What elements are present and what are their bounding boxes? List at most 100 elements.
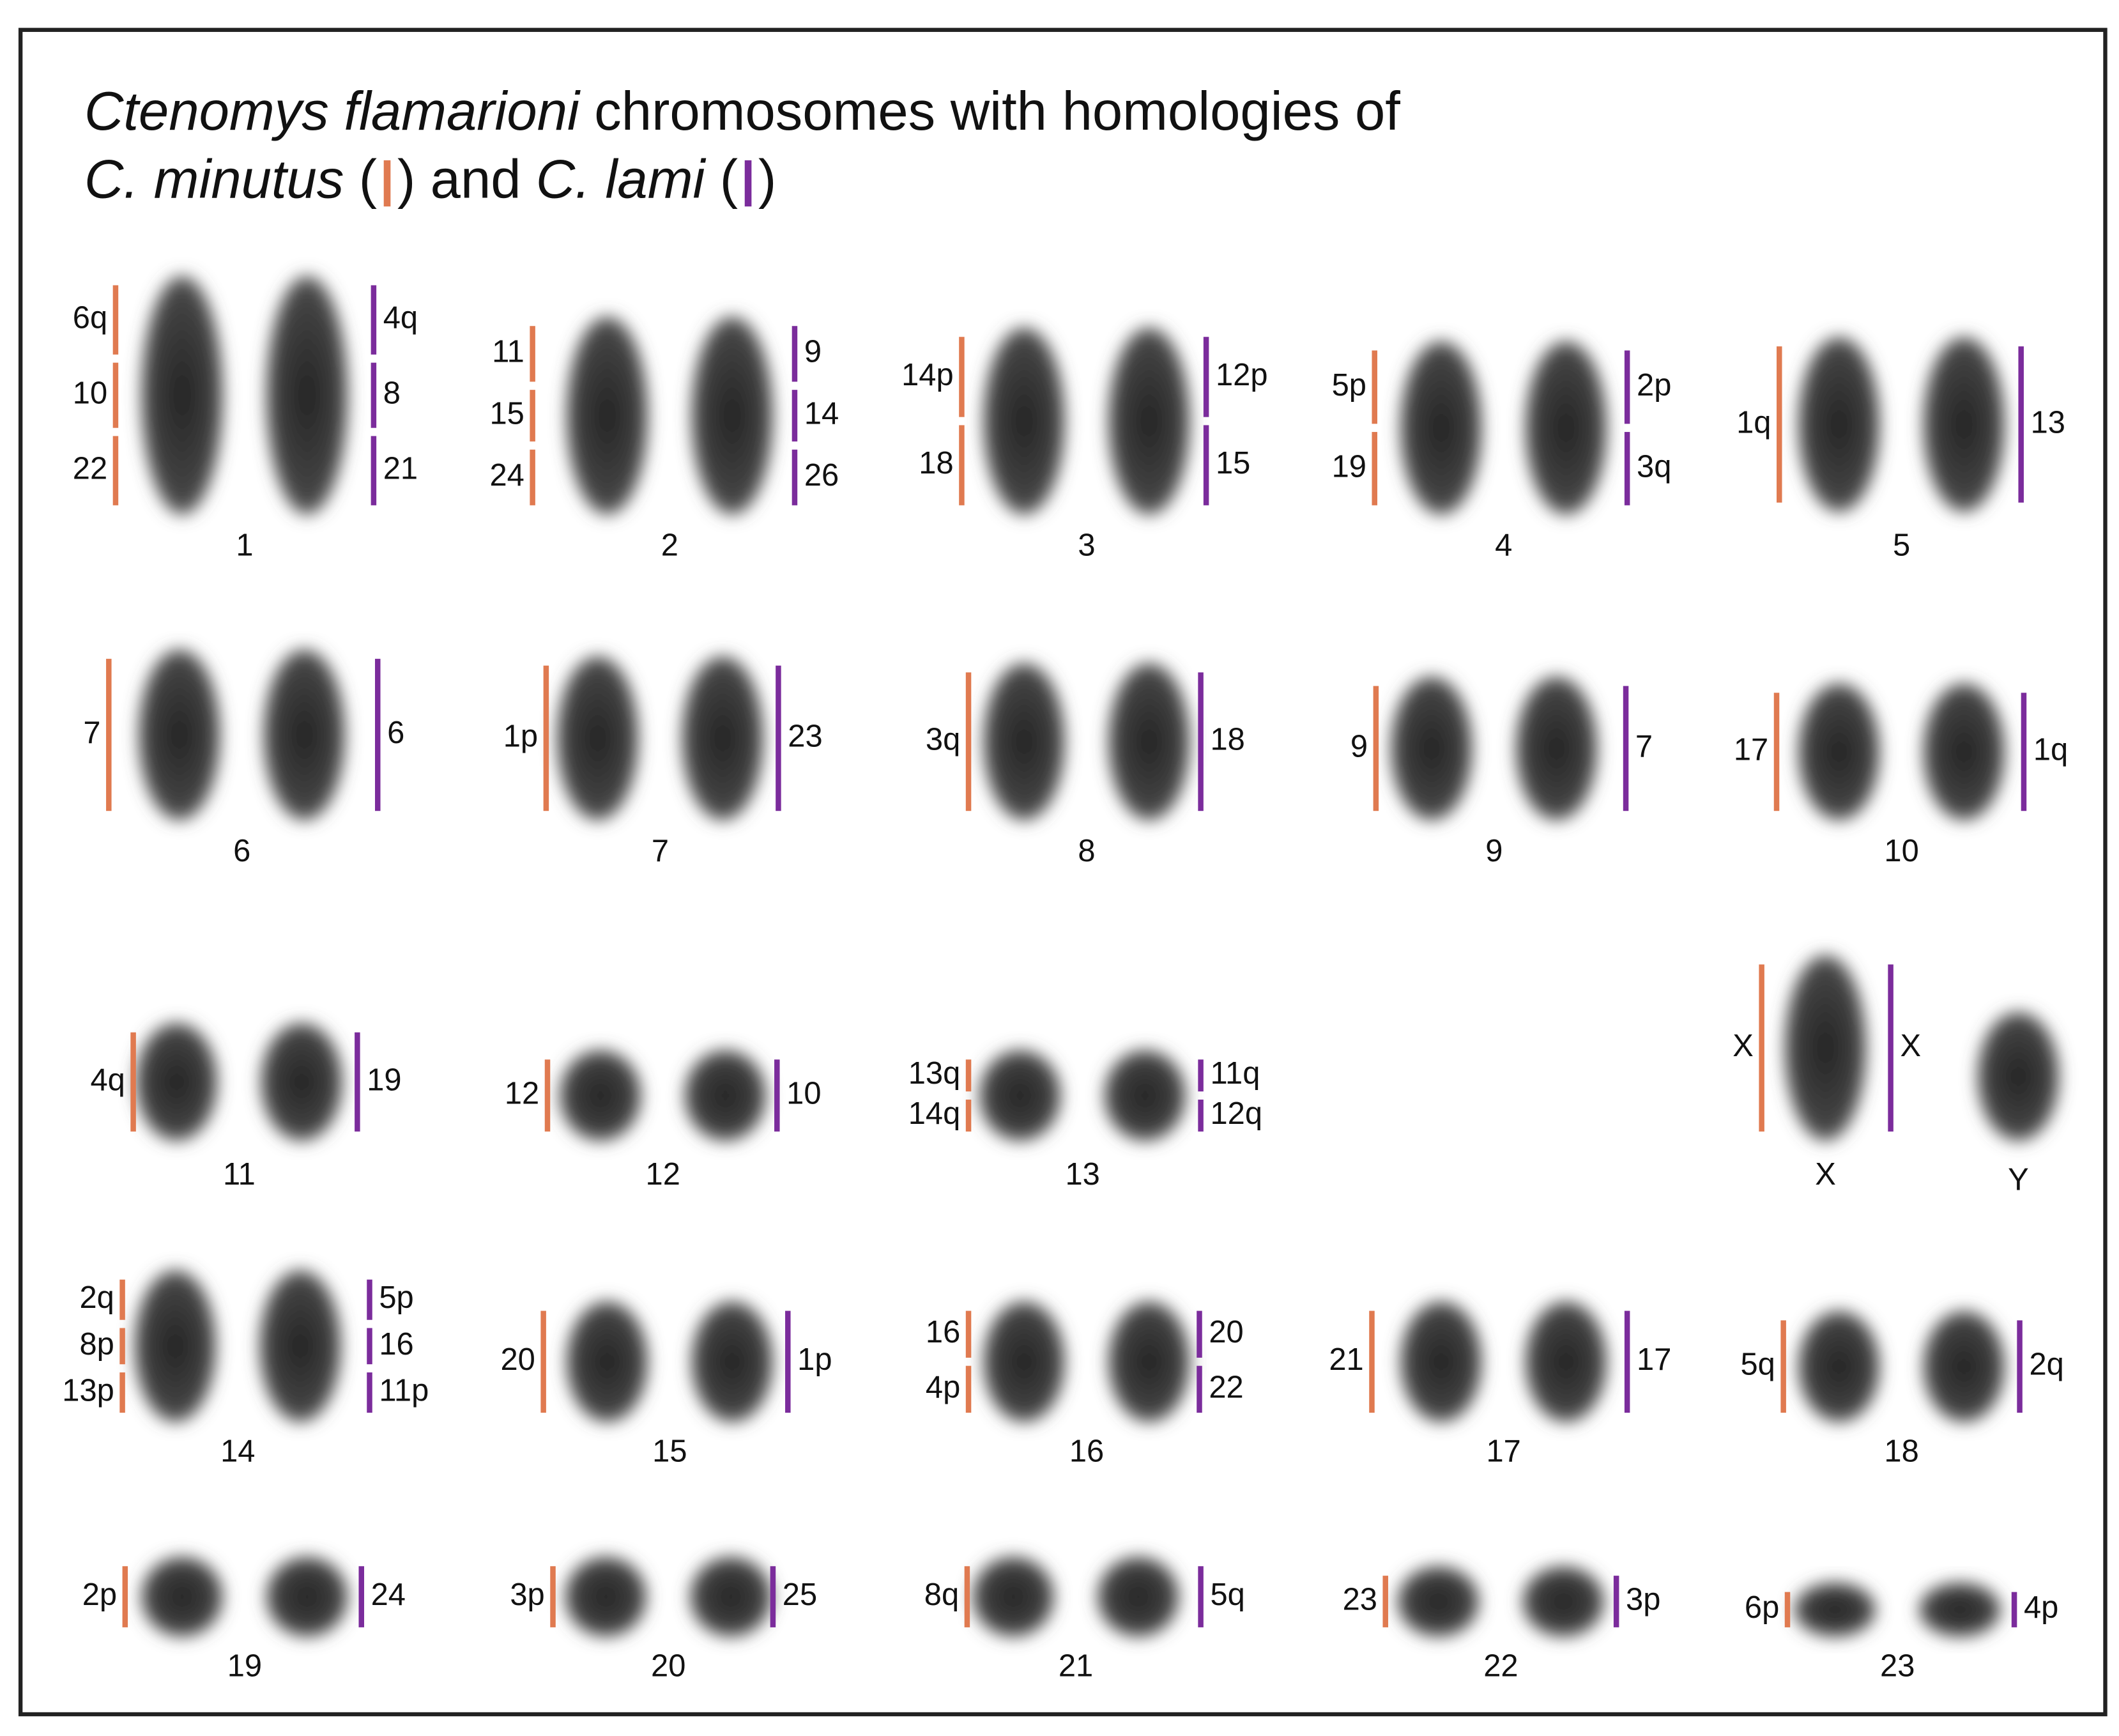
chromosome-label: 17 [1487,1434,1521,1469]
minutus-bar [965,1310,972,1358]
minutus-label: 12 [505,1077,539,1111]
chromosome [983,327,1066,515]
minutus-bar [119,1372,125,1413]
minutus-bar [1372,432,1377,505]
minutus-bar [964,1566,970,1627]
chromosome [266,1556,348,1637]
chromosome [1923,1310,2005,1422]
lami-bar [774,1059,780,1132]
minutus-bar [1784,1592,1791,1627]
lami-label: 5p [379,1280,413,1315]
chromosome-pair: 18 5q 2q [1741,1310,2064,1469]
chromosome [983,663,1066,821]
chromosome-label: 23 [1880,1649,1915,1684]
minutus-bar [122,1566,128,1627]
chromosome [972,1556,1054,1637]
chromosome [1798,683,1880,821]
chromosome-label: 3 [1078,528,1095,563]
minutus-bar [119,1279,125,1320]
chromosome-label: 9 [1485,834,1503,868]
title-text: ( [359,149,377,210]
title-text: ) [758,149,776,210]
lami-label: 15 [1216,446,1250,480]
chromosome [1397,1566,1480,1637]
chromosome [141,275,223,515]
chromosome [565,1556,647,1637]
minutus-label: 11 [492,335,524,369]
frame [18,27,2108,1717]
minutus-bar [112,362,119,428]
lami-bar [1198,1566,1204,1627]
lami-label: 12q [1210,1096,1262,1131]
lami-bar [2011,1592,2017,1627]
minutus-bar [959,337,965,417]
lami-bar [1198,672,1204,811]
lami-bar [770,1566,776,1627]
chromosome [1400,1301,1482,1422]
minutus-label: 14p [901,358,954,392]
chromosome [684,1050,767,1141]
lami-label: 1p [797,1342,832,1377]
lami-bar [355,1032,360,1132]
chromosome-pair: 16 16 4p 20 22 [926,1301,1244,1469]
minutus-label: 17 [1734,733,1768,767]
chromosome-pair: 5 1q 13 [1736,337,2065,563]
lami-label: 17 [1637,1342,1671,1377]
lami-label: 3q [1637,449,1671,484]
chromosome [1108,327,1190,515]
lami-bar [792,449,798,505]
chromosome-label: 2 [661,528,678,563]
lami-label: 21 [383,452,418,486]
chromosome-label: 18 [1884,1434,1918,1469]
minutus-label: 15 [489,396,524,431]
chromosome-label: 20 [651,1649,685,1684]
minutus-label: 5q [1741,1348,1775,1382]
chromosome-pair: 12 12 10 [505,1050,822,1192]
lami-label: 13 [2031,405,2065,440]
lami-bar [776,665,781,811]
legend-bar [383,160,391,207]
minutus-label: 20 [500,1342,535,1377]
chromosome-label: 16 [1069,1434,1104,1469]
minutus-label: 16 [926,1315,960,1349]
title-text: C. minutus [84,149,344,210]
lami-bar [792,390,798,442]
chromosome-label: 11 [223,1157,256,1192]
lami-bar [2017,1320,2023,1413]
chromosome-label: 6 [233,834,250,868]
lami-label: X [1900,1029,1921,1063]
chromosome-pair: 3 14p 18 12p 15 [901,327,1268,563]
chromosome [1923,683,2005,821]
chromosome-pair: 17 21 17 [1329,1301,1671,1469]
chromosome-pair: X X X [1733,955,1921,1192]
lami-label: 16 [379,1327,413,1362]
minutus-bar [1369,1310,1375,1413]
chromosome-label: 15 [652,1434,687,1469]
minutus-label: 7 [83,716,100,750]
lami-bar [367,1328,372,1365]
lami-bar [367,1372,372,1413]
chromosome-pair: 13 13q 14q 11q 12q [908,1050,1262,1192]
chromosome-label: Y [2008,1163,2029,1197]
chromosome-label: 22 [1483,1649,1518,1684]
chromosome-label: X [1815,1157,1836,1192]
chromosome-pair: 15 20 1p [500,1301,832,1469]
minutus-bar [1372,350,1377,424]
chromosome-label: 1 [236,528,253,563]
lami-bar [1198,1099,1204,1132]
title-text: ( [720,149,738,210]
chromosome [266,275,348,515]
minutus-bar [540,1310,546,1413]
lami-bar [1888,964,1893,1132]
chromosome-label: 10 [1884,834,1918,868]
lami-label: 20 [1209,1315,1243,1349]
minutus-label: 3q [926,723,960,757]
lami-label: 25 [783,1578,817,1612]
chromosome-label: 19 [227,1649,262,1684]
chromosome [1977,1011,2060,1141]
lami-bar [358,1566,364,1627]
chromosome [1798,1310,1880,1422]
lami-bar [2021,693,2027,811]
minutus-bar [530,449,535,505]
lami-label: 26 [804,458,839,493]
